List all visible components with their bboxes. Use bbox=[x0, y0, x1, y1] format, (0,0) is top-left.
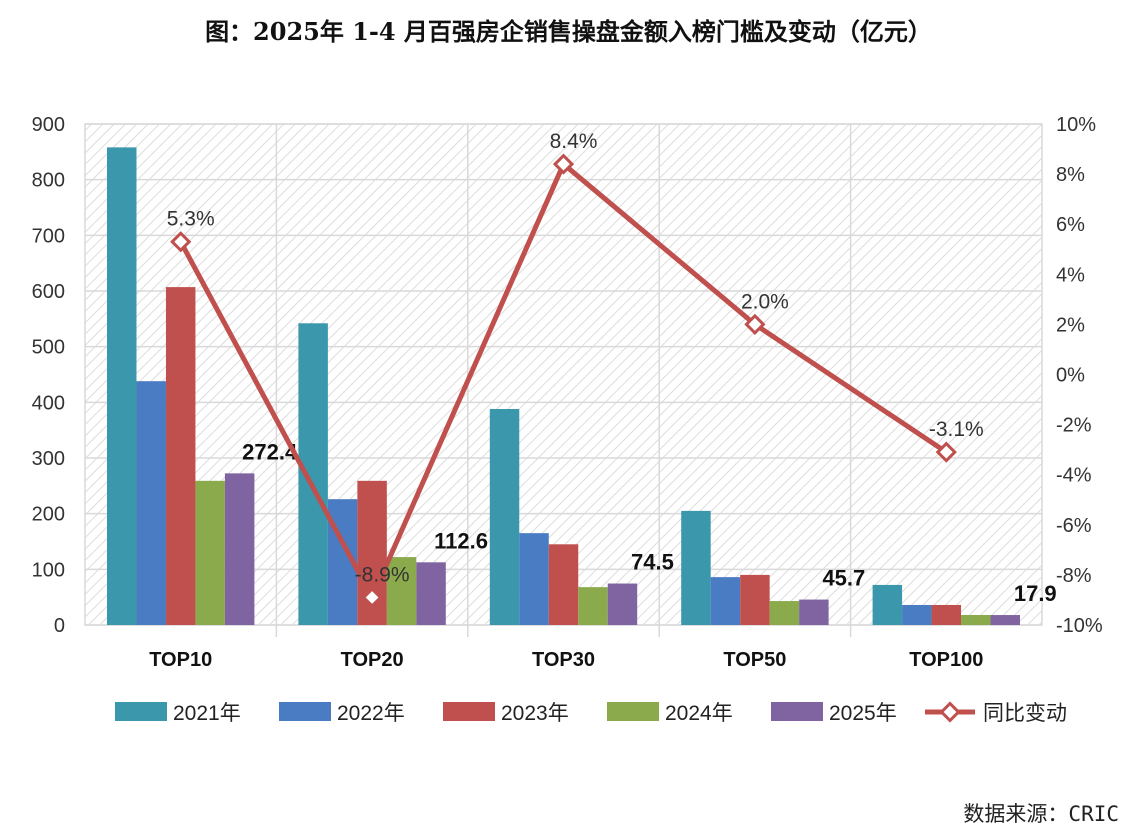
x-tick-label: TOP50 bbox=[723, 649, 786, 671]
y-tick-label: 100 bbox=[32, 559, 65, 581]
bar-2021年-TOP50 bbox=[681, 510, 711, 625]
legend: 2021年 2022年 2023年 2024年 2025年 同比变动 bbox=[115, 701, 1067, 725]
bar-2022年-TOP50 bbox=[710, 577, 741, 625]
y2-tick-label: 4% bbox=[1056, 264, 1085, 286]
x-tick-label: TOP100 bbox=[909, 649, 983, 671]
legend-label: 2025年 bbox=[829, 702, 897, 725]
yoy-label: 8.4% bbox=[550, 130, 598, 153]
legend-line-marker bbox=[939, 701, 961, 723]
y-tick-label: 0 bbox=[54, 615, 65, 637]
yoy-label: -8.9% bbox=[355, 563, 410, 586]
legend-swatch bbox=[115, 702, 167, 721]
legend-swatch bbox=[279, 702, 331, 721]
y2-tick-label: -10% bbox=[1056, 615, 1103, 637]
yoy-marker bbox=[744, 313, 766, 336]
bar-2021年-TOP20 bbox=[298, 323, 328, 625]
y-tick-label: 900 bbox=[32, 114, 65, 136]
bar-value-label: 112.6 bbox=[434, 528, 488, 553]
bar-2024年-TOP20 bbox=[386, 557, 417, 625]
y2-tick-label: -6% bbox=[1056, 515, 1092, 537]
bar-2022年-TOP10 bbox=[136, 381, 166, 625]
legend-label: 2022年 bbox=[337, 702, 405, 725]
legend-swatch bbox=[607, 702, 659, 721]
y2-tick-label: -2% bbox=[1056, 415, 1092, 437]
x-tick-label: TOP10 bbox=[149, 649, 212, 671]
x-tick-label: TOP20 bbox=[341, 649, 404, 671]
yoy-marker bbox=[552, 153, 575, 175]
bar-2025年-TOP50 bbox=[799, 599, 829, 625]
y-tick-label: 200 bbox=[32, 504, 65, 526]
bar-2025年-TOP10 bbox=[224, 473, 255, 625]
bar-2021年-TOP100 bbox=[872, 584, 903, 625]
bar-2023年-TOP50 bbox=[740, 574, 770, 625]
chart-title: 图：2025年 1-4 月百强房企销售操盘金额入榜门槛及变动（亿元） bbox=[205, 17, 932, 46]
y-tick-label: 700 bbox=[32, 225, 65, 247]
bar-2023年-TOP100 bbox=[931, 604, 962, 625]
y-axis-left: 0 100 200 300 400 500 600 700 800 900 bbox=[32, 114, 65, 637]
x-axis: TOP10 TOP20 TOP30 TOP50 TOP100 bbox=[149, 649, 983, 671]
y-tick-label: 300 bbox=[32, 448, 65, 470]
legend-label: 2021年 bbox=[173, 702, 241, 725]
bar-value-label: 17.9 bbox=[1014, 581, 1057, 606]
bar-2023年-TOP10 bbox=[165, 287, 196, 625]
legend-label: 2024年 bbox=[665, 702, 733, 725]
y2-tick-label: -4% bbox=[1056, 465, 1092, 487]
y2-tick-label: 8% bbox=[1056, 164, 1085, 186]
yoy-label: -3.1% bbox=[929, 418, 984, 441]
yoy-marker bbox=[361, 586, 383, 609]
bar-2022年-TOP100 bbox=[902, 604, 932, 625]
bar-2023年-TOP30 bbox=[548, 544, 579, 625]
y2-tick-label: 2% bbox=[1056, 314, 1085, 336]
bar-2024年-TOP100 bbox=[961, 614, 991, 625]
bar-2024年-TOP10 bbox=[195, 480, 225, 625]
bar-2024年-TOP50 bbox=[769, 601, 800, 625]
bars bbox=[107, 147, 1020, 625]
bar-2024年-TOP30 bbox=[578, 587, 608, 625]
yoy-marker bbox=[935, 441, 957, 463]
y2-tick-label: 10% bbox=[1056, 114, 1096, 136]
yoy-marker bbox=[170, 231, 192, 253]
bar-value-label: 74.5 bbox=[631, 550, 674, 575]
y-tick-label: 500 bbox=[32, 337, 65, 359]
bar-value-label: 45.7 bbox=[822, 566, 865, 591]
legend-label: 同比变动 bbox=[983, 702, 1067, 725]
y-tick-label: 800 bbox=[32, 170, 65, 192]
legend-swatch bbox=[771, 702, 823, 721]
y-tick-label: 600 bbox=[32, 281, 65, 303]
legend-label: 2023年 bbox=[501, 702, 569, 725]
gridlines bbox=[85, 123, 1042, 637]
y-tick-label: 400 bbox=[32, 392, 65, 414]
x-tick-label: TOP30 bbox=[532, 649, 595, 671]
bar-2025年-TOP20 bbox=[416, 562, 446, 625]
y-axis-right: -10% -8% -6% -4% -2% 0% 2% 4% 6% 8% 10% bbox=[1056, 114, 1103, 637]
bar-2021年-TOP30 bbox=[489, 409, 520, 625]
yoy-line: 5.3% -8.9% 8.4% 2.0% -3.1% bbox=[167, 130, 984, 609]
source-note: 数据来源：CRIC bbox=[963, 802, 1119, 826]
yoy-label: 2.0% bbox=[741, 290, 789, 313]
bar-2025年-TOP100 bbox=[990, 615, 1020, 625]
y2-tick-label: -8% bbox=[1056, 565, 1092, 587]
bar-2022年-TOP30 bbox=[519, 533, 549, 625]
y2-tick-label: 0% bbox=[1056, 365, 1085, 387]
legend-swatch bbox=[443, 702, 495, 721]
bar-2025年-TOP30 bbox=[607, 583, 638, 625]
bar-2021年-TOP10 bbox=[107, 147, 137, 625]
yoy-label: 5.3% bbox=[167, 208, 215, 231]
y2-tick-label: 6% bbox=[1056, 214, 1085, 236]
